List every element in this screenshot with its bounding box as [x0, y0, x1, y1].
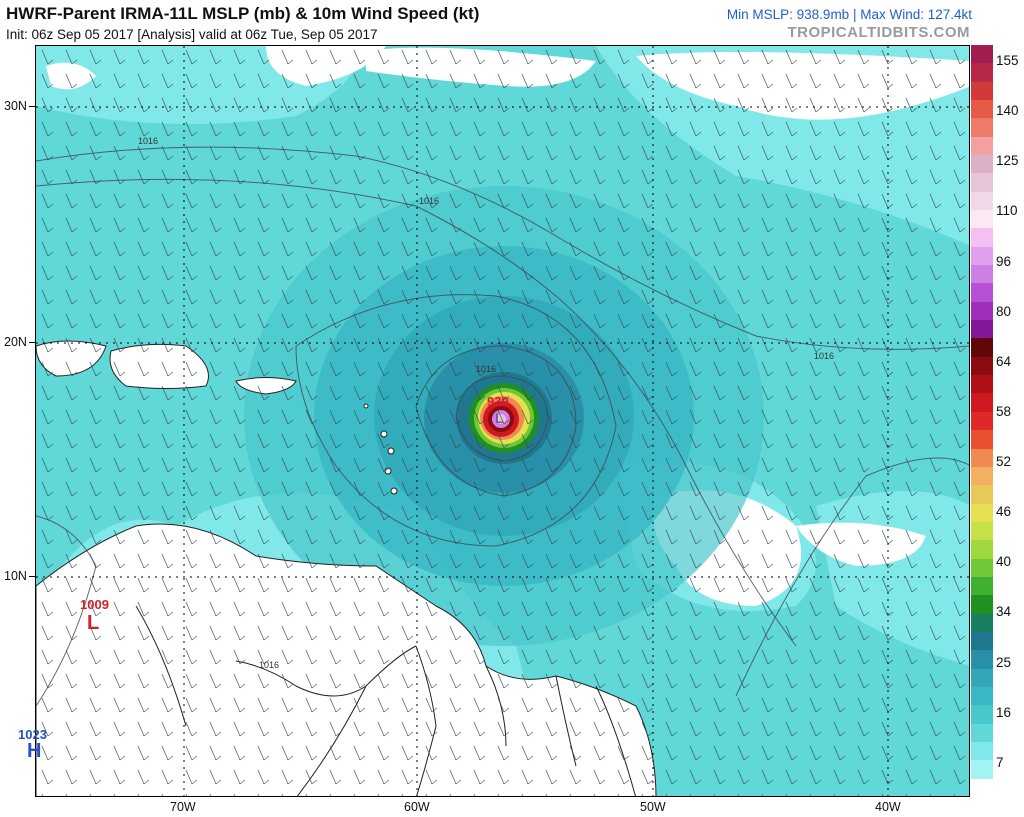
lon-label-70w: 70W [170, 800, 196, 814]
colorbar-swatch [971, 576, 993, 596]
graticule [36, 46, 969, 796]
colorbar-label: 155 [996, 53, 1019, 68]
colorbar-swatch [971, 448, 993, 468]
colorbar-swatch [971, 118, 993, 138]
lon-label-60w: 60W [404, 800, 430, 814]
isobar-labels: 1016 1016 1016 1016 1016 [138, 136, 834, 670]
colorbar-swatch [971, 778, 993, 798]
colorbar-label: 52 [996, 454, 1012, 470]
colorbar-swatch [971, 136, 993, 156]
colorbar-swatch [971, 760, 993, 780]
wind-barbs [36, 46, 969, 796]
colorbar-swatch [971, 595, 993, 615]
colorbar-label: 64 [996, 353, 1012, 369]
colorbar-swatch [971, 466, 993, 486]
storm-low-marker: L [495, 410, 504, 426]
colorbar-swatch [971, 393, 993, 413]
colorbar-swatch [971, 246, 993, 266]
storm-stats: Min MSLP: 938.9mb | Max Wind: 127.4kt [726, 7, 972, 22]
colorbar-swatch [971, 155, 993, 174]
colorbar-label: 16 [996, 704, 1012, 720]
lat-label-30n: 30N [4, 99, 27, 113]
colorbar-label: 58 [996, 403, 1012, 419]
colorbar-swatch [971, 356, 993, 376]
colorbar-label: 46 [996, 504, 1012, 520]
colorbar-swatch [971, 228, 993, 248]
colorbar-swatch [971, 210, 993, 229]
colorbar-swatch [971, 375, 993, 395]
colorbar-swatch [971, 485, 993, 505]
colorbar-swatch [971, 265, 993, 285]
colorbar-label: 125 [996, 153, 1019, 169]
high-marker: H [27, 740, 42, 762]
colorbar-swatch [971, 411, 993, 431]
colorbar-swatch [971, 540, 993, 560]
colorbar-label: 40 [996, 554, 1012, 570]
svg-text:1016: 1016 [259, 660, 279, 670]
colorbar-swatch [971, 338, 993, 358]
colorbar-swatch [971, 81, 993, 101]
lon-label-40w: 40W [875, 800, 901, 814]
lat-label-10n: 10N [4, 569, 27, 583]
colorbar-swatch [971, 668, 993, 688]
colorbar-swatch [971, 430, 993, 450]
lat-label-20n: 20N [4, 335, 27, 349]
colorbar-swatch [971, 301, 993, 321]
low-pressure-value: 1009 [80, 597, 109, 612]
colorbar-label: 34 [996, 604, 1012, 620]
colorbar-label: 110 [996, 203, 1018, 219]
lon-label-50w: 50W [640, 800, 666, 814]
map-subtitle: Init: 06z Sep 05 2017 [Analysis] valid a… [6, 27, 378, 42]
low-marker: L [87, 612, 100, 634]
colorbar-swatch [971, 45, 993, 64]
svg-text:1016: 1016 [138, 136, 158, 146]
colorbar-swatch [971, 705, 993, 725]
colorbar-swatch [971, 320, 993, 340]
colorbar-label: 140 [996, 103, 1019, 119]
colorbar-label: 7 [996, 754, 1004, 770]
colorbar-swatch [971, 558, 993, 578]
colorbar-label: 96 [996, 253, 1012, 269]
colorbar-swatch [971, 173, 993, 193]
colorbar-swatch [971, 650, 993, 670]
brand-watermark: TROPICALTIDBITS.COM [787, 24, 970, 41]
colorbar-swatch [971, 613, 993, 633]
storm-center-pressure: 939 [487, 394, 509, 409]
colorbar-swatch [971, 521, 993, 541]
map-title: HWRF-Parent IRMA-11L MSLP (mb) & 10m Win… [6, 4, 480, 23]
colorbar-swatch [971, 283, 993, 303]
colorbar-swatch [971, 686, 993, 706]
colorbar-swatch [971, 503, 993, 523]
colorbar-label: 80 [996, 303, 1012, 319]
svg-text:1016: 1016 [476, 364, 496, 374]
wind-speed-colorbar [971, 45, 993, 798]
colorbar-swatch [971, 741, 993, 761]
isobars [36, 146, 969, 707]
colorbar-swatch [971, 723, 993, 743]
map-canvas[interactable]: 1016 1016 1016 1016 1016 [35, 45, 970, 797]
svg-text:1016: 1016 [419, 196, 439, 206]
colorbar-label: 25 [996, 654, 1012, 670]
colorbar-swatch [971, 191, 993, 211]
colorbar-swatch [971, 63, 993, 83]
colorbar-swatch [971, 100, 993, 119]
high-pressure-value: 1023 [18, 727, 47, 742]
colorbar-swatch [971, 631, 993, 651]
svg-text:1016: 1016 [814, 351, 834, 361]
